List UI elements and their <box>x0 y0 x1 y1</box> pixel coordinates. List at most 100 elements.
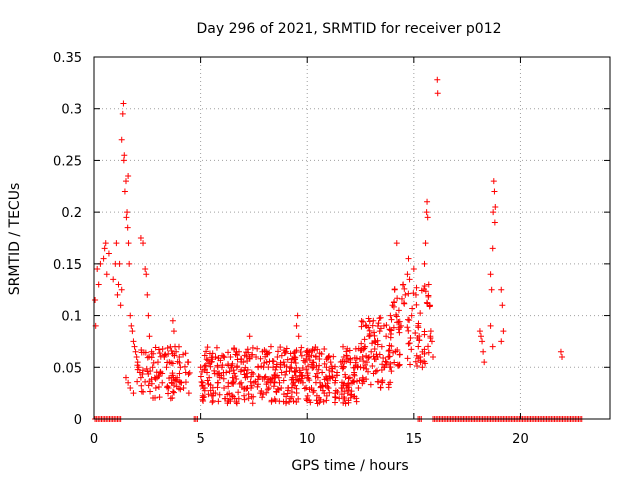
data-point <box>405 290 412 297</box>
data-point <box>374 367 381 374</box>
data-point <box>152 384 159 391</box>
data-point <box>383 359 390 366</box>
data-point <box>376 328 383 335</box>
data-point <box>323 364 330 371</box>
data-point <box>170 389 177 396</box>
data-point <box>156 350 163 357</box>
data-point <box>277 344 284 351</box>
y-tick-label: 0.35 <box>53 51 82 66</box>
data-point <box>367 381 374 388</box>
data-point <box>205 391 212 398</box>
data-point <box>129 328 136 335</box>
data-point <box>130 390 137 397</box>
data-point <box>152 375 159 382</box>
data-point <box>249 344 256 351</box>
data-point <box>263 348 270 355</box>
data-point <box>498 286 505 293</box>
data-point <box>261 359 268 366</box>
data-point <box>267 343 274 350</box>
data-point <box>316 350 323 357</box>
data-point <box>227 353 234 360</box>
data-point <box>404 271 411 278</box>
data-point <box>415 355 422 362</box>
data-point <box>379 377 386 384</box>
data-point <box>137 374 144 381</box>
data-point <box>500 328 507 335</box>
data-point <box>248 384 255 391</box>
data-point <box>201 352 208 359</box>
data-point <box>352 359 359 366</box>
data-point <box>180 351 187 358</box>
data-point <box>219 362 226 369</box>
data-point <box>425 343 432 350</box>
data-point <box>286 368 293 375</box>
data-point <box>275 386 282 393</box>
data-point <box>400 299 407 306</box>
data-point <box>125 379 132 386</box>
data-point <box>410 290 417 297</box>
data-point <box>139 367 146 374</box>
data-point <box>324 383 331 390</box>
data-point <box>157 353 164 360</box>
data-point <box>360 358 367 365</box>
data-point <box>347 394 354 401</box>
data-point <box>326 353 333 360</box>
data-point <box>294 312 301 319</box>
data-point <box>351 393 358 400</box>
data-point <box>292 356 299 363</box>
data-point <box>306 357 313 364</box>
data-point <box>209 384 216 391</box>
data-point <box>347 355 354 362</box>
data-point <box>374 323 381 330</box>
data-point <box>386 326 393 333</box>
data-point <box>257 355 264 362</box>
data-point <box>215 379 222 386</box>
data-point <box>292 382 299 389</box>
data-point <box>258 387 265 394</box>
data-point <box>392 348 399 355</box>
data-point <box>271 371 278 378</box>
data-point <box>304 349 311 356</box>
data-point <box>492 203 499 210</box>
data-point <box>265 376 272 383</box>
data-point <box>290 376 297 383</box>
data-point <box>215 398 222 405</box>
data-point <box>272 373 279 380</box>
data-point <box>340 382 347 389</box>
data-point <box>323 392 330 399</box>
data-point <box>278 369 285 376</box>
data-point <box>363 365 370 372</box>
data-point <box>391 359 398 366</box>
data-point <box>213 344 220 351</box>
data-point <box>370 370 377 377</box>
data-point <box>275 348 282 355</box>
data-point <box>130 338 137 345</box>
data-point <box>313 362 320 369</box>
data-point <box>303 384 310 391</box>
data-point <box>244 357 251 364</box>
data-point <box>124 209 131 216</box>
data-point <box>358 340 365 347</box>
data-point <box>368 348 375 355</box>
data-point <box>434 90 441 97</box>
data-point <box>404 324 411 331</box>
data-point <box>204 377 211 384</box>
data-point <box>274 353 281 360</box>
data-point <box>317 384 324 391</box>
data-point <box>369 362 376 369</box>
data-point <box>210 392 217 399</box>
data-point <box>140 240 147 247</box>
data-point <box>284 356 291 363</box>
data-point <box>155 384 162 391</box>
data-point <box>207 363 214 370</box>
data-point <box>380 354 387 361</box>
data-point <box>292 359 299 366</box>
data-point <box>152 344 159 351</box>
data-point <box>346 384 353 391</box>
y-axis: 0 0.05 0.1 0.15 0.2 0.25 0.3 0.35 <box>53 51 610 428</box>
data-point <box>387 379 394 386</box>
data-point <box>406 317 413 324</box>
data-point <box>421 283 428 290</box>
data-point <box>361 336 368 343</box>
data-point <box>146 333 153 340</box>
